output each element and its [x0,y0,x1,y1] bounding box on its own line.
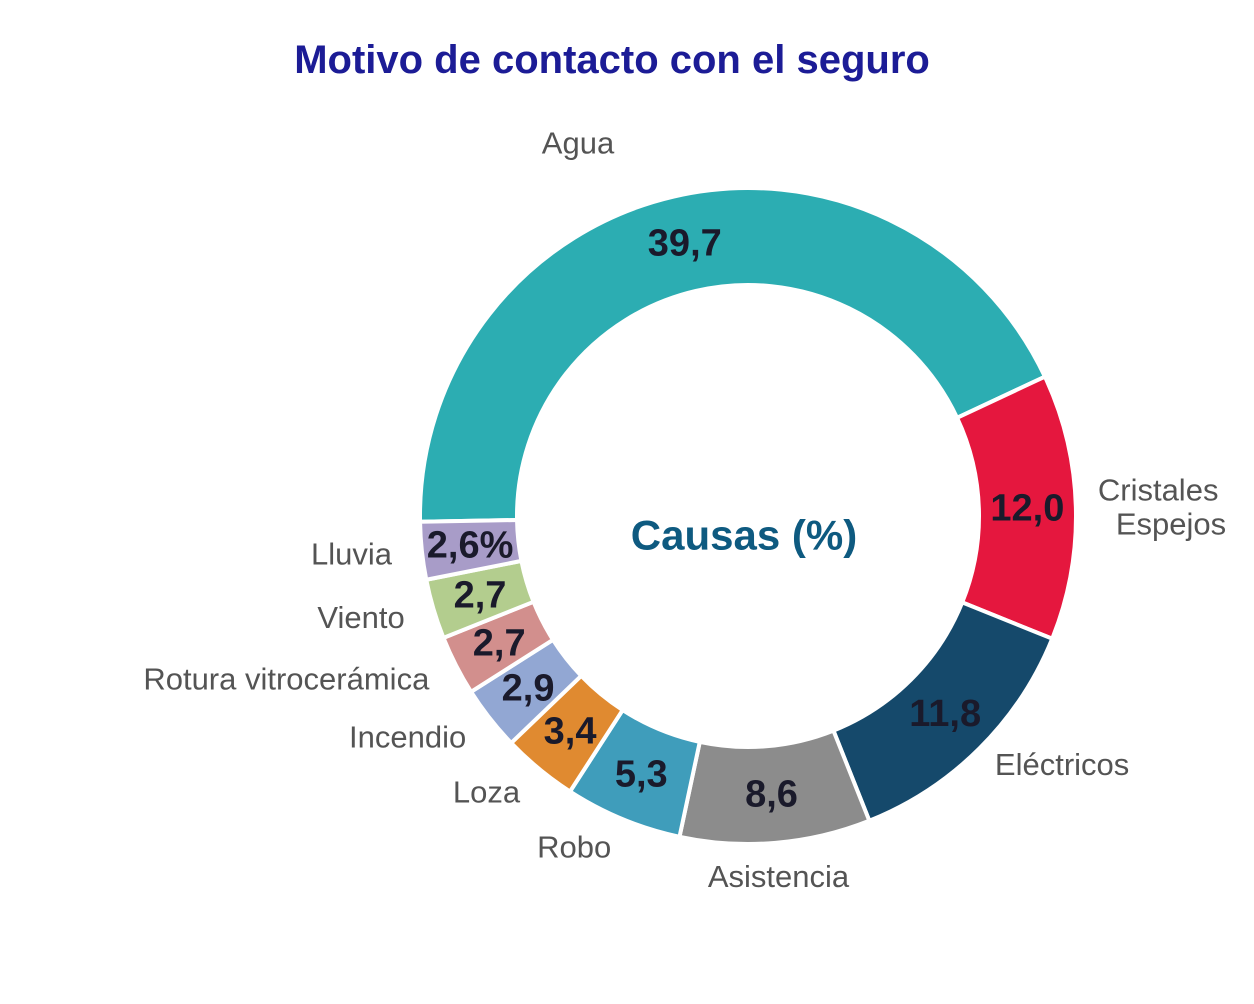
value-label-robo: 5,3 [615,753,668,795]
slice-lluvia [418,518,524,582]
value-label-loza: 3,4 [544,711,597,753]
category-label-loza: Loza [453,775,521,810]
value-label-cristales-espejos: 12,0 [990,487,1064,529]
category-label-asistencia: Asistencia [708,859,850,894]
slice-agua [418,186,1047,524]
value-label-electricos: 11,8 [909,693,981,735]
category-label-viento: Viento [317,600,404,635]
category-label-robo: Robo [537,829,611,864]
value-label-rotura-vitroceramica: 2,7 [473,622,526,664]
category-label-cristales-espejos: Cristales Espejos [1098,472,1226,541]
category-label-incendio: Incendio [349,719,466,754]
center-label: Causas (%) [631,512,857,559]
value-label-agua: 39,7 [648,223,722,265]
chart-title: Motivo de contacto con el seguro [294,38,930,82]
value-label-incendio: 2,9 [502,667,555,709]
category-label-electricos: Eléctricos [995,747,1129,782]
value-label-viento: 2,7 [454,574,507,616]
category-label-rotura-vitroceramica: Rotura vitrocerámica [143,662,430,697]
category-label-lluvia: Lluvia [311,537,393,572]
value-label-lluvia: 2,6% [427,525,514,567]
category-label-agua: Agua [542,126,615,161]
value-label-asistencia: 8,6 [745,774,798,816]
